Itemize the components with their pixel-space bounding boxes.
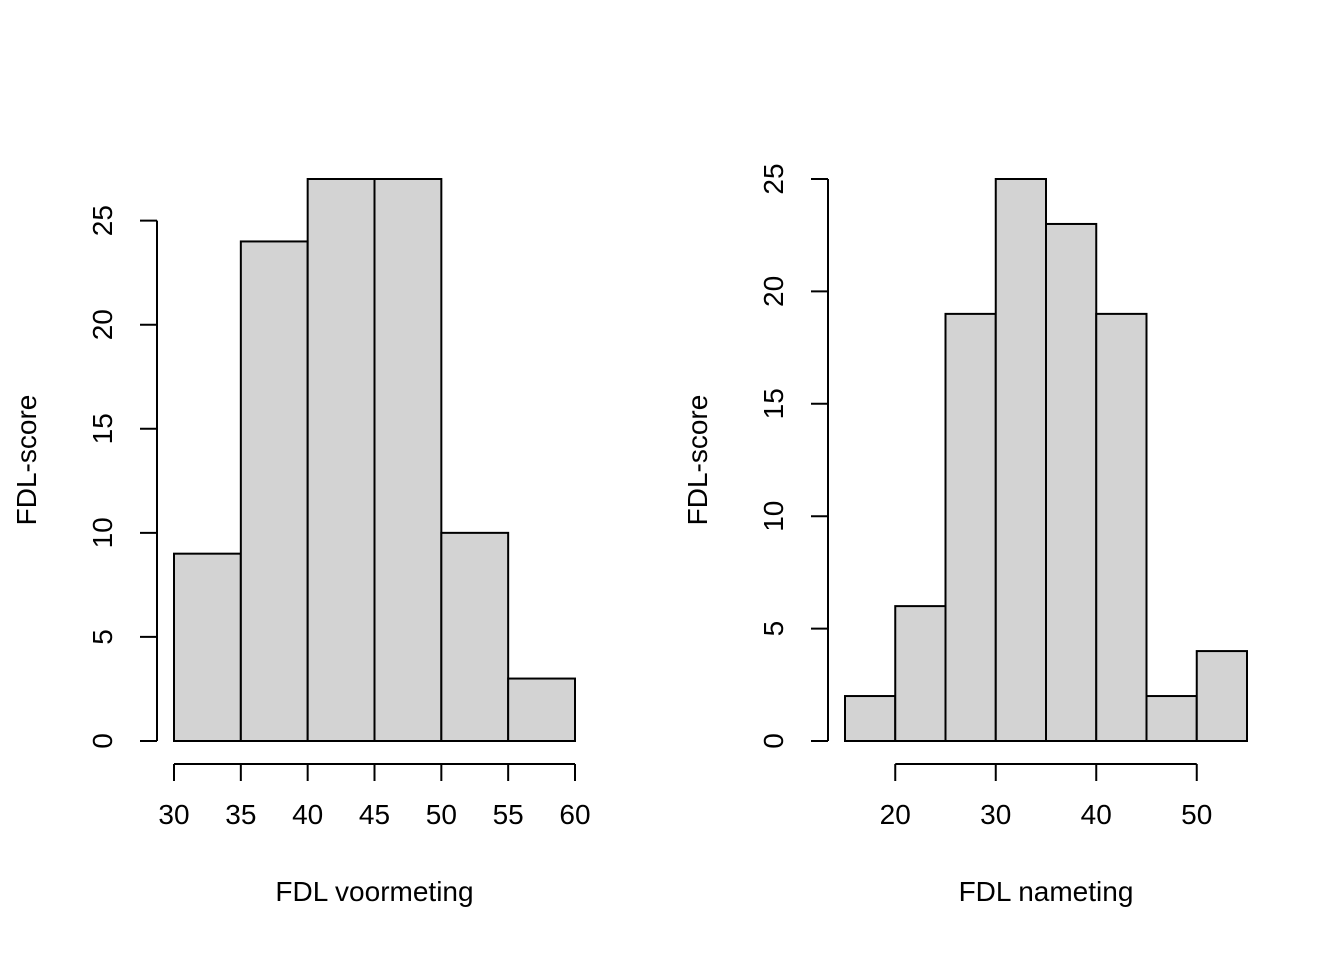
histogram-bar [373,178,443,742]
x-tick-label: 40 [1081,799,1112,830]
histogram-bar [507,677,576,742]
histogram-bar [440,531,510,743]
y-tick-label: 10 [758,501,789,532]
x-tick-label: 60 [559,799,590,830]
y-tick-label: 0 [758,733,789,749]
histogram-bar [239,240,309,742]
y-axis-title: FDL-score [682,395,713,526]
y-tick-label: 20 [758,276,789,307]
histogram-bar [306,178,376,742]
histogram-bar [894,605,947,742]
y-tick-label: 15 [758,388,789,419]
x-tick-label: 30 [158,799,189,830]
x-tick-label: 35 [225,799,256,830]
histogram-bar [944,312,997,742]
histogram-bar [1095,312,1148,742]
histogram-bar [1195,650,1248,743]
y-tick-label: 15 [87,413,118,444]
x-tick-label: 30 [980,799,1011,830]
x-tick-label: 50 [1181,799,1212,830]
histogram-bar [173,552,242,743]
histogram-voormeting-panel: 0 5 10 15 20 25 30 35 40 45 50 55 60 FDL voormeting FD… [11,178,591,907]
y-axis-title: FDL-score [11,395,42,526]
x-tick-label: 20 [880,799,911,830]
histogram-nameting-panel: 0 5 10 15 20 25 20 30 40 50 FDL nameting FDL-score [682,163,1248,907]
y-tick-label: 0 [87,733,118,749]
histogram-bar [994,178,1047,742]
x-tick-label: 40 [292,799,323,830]
x-tick-label: 50 [426,799,457,830]
y-tick-label: 5 [758,621,789,637]
histogram-bar [1045,222,1098,742]
x-tick-label: 55 [493,799,524,830]
x-axis-title: FDL voormeting [275,876,473,907]
y-tick-label: 25 [87,205,118,236]
x-axis-title: FDL nameting [959,876,1134,907]
x-tick-label: 45 [359,799,390,830]
y-tick-label: 10 [87,517,118,548]
histogram-bar [844,695,897,742]
histogram-bar [1145,695,1198,742]
y-tick-label: 5 [87,629,118,645]
y-tick-label: 25 [758,163,789,194]
y-tick-label: 20 [87,309,118,340]
